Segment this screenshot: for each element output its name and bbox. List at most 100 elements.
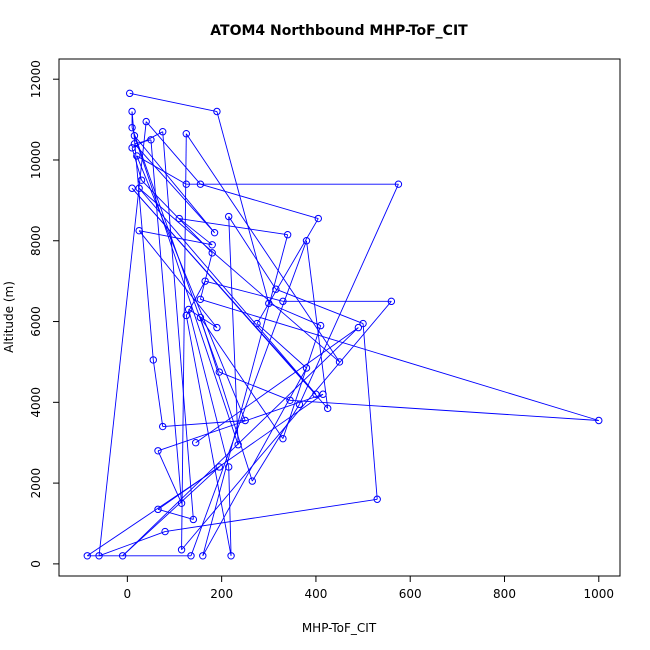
series-segment [181, 133, 187, 550]
data-point [225, 463, 233, 471]
series-segment [136, 155, 187, 185]
series-segment [200, 317, 284, 439]
data-point [187, 552, 195, 560]
data-point [302, 237, 311, 245]
series-segment [122, 466, 220, 557]
y-tick-label: 4000 [29, 387, 43, 418]
series-segment [228, 466, 232, 556]
series-segment [136, 155, 246, 421]
series-segment [185, 280, 206, 316]
data-point [147, 136, 155, 144]
data-point [225, 212, 233, 221]
data-point [387, 297, 396, 306]
data-point [130, 140, 139, 148]
data-point [283, 231, 292, 239]
data-point [177, 499, 186, 507]
data-point [182, 130, 190, 138]
series-segment [256, 323, 307, 369]
data-point [272, 285, 280, 293]
series-segment [138, 230, 218, 328]
x-tick-label: 600 [399, 587, 422, 601]
series-segment [122, 327, 359, 557]
series-segment [200, 298, 599, 421]
data-point [128, 123, 136, 132]
series-segment [131, 127, 220, 373]
y-tick-label: 0 [29, 560, 43, 568]
y-axis: 0 2000 4000 6000 8000 10000 12000 [29, 60, 59, 568]
data-point [248, 477, 256, 485]
data-point [192, 439, 200, 447]
series-segment [190, 240, 307, 556]
data-point [265, 299, 273, 308]
data-points [83, 89, 603, 560]
data-point [208, 249, 216, 257]
data-point [210, 228, 219, 237]
data-point [182, 311, 190, 320]
series-segment [138, 187, 317, 395]
data-point [118, 552, 127, 560]
data-point [279, 434, 287, 443]
x-tick-label: 400 [304, 587, 327, 601]
data-point [154, 505, 162, 514]
series-segment [228, 216, 239, 445]
series-segment [129, 92, 218, 112]
series-segment [134, 135, 215, 233]
y-tick-label: 2000 [29, 468, 43, 499]
data-point [161, 527, 169, 536]
series-segment [87, 466, 220, 557]
series-segment [157, 393, 324, 452]
data-point [279, 297, 287, 306]
series-segment [188, 309, 230, 468]
data-point [595, 416, 603, 425]
data-point [286, 396, 294, 404]
x-tick-label: 1000 [584, 587, 615, 601]
x-tick-label: 0 [124, 587, 132, 601]
series-segment [200, 183, 319, 219]
data-point [253, 319, 261, 328]
data-point [215, 368, 223, 376]
y-tick-label: 12000 [29, 60, 43, 98]
data-point [319, 390, 327, 398]
data-point [196, 313, 205, 322]
series-segment [138, 187, 340, 363]
series-segment [131, 187, 329, 409]
series-segment [200, 317, 253, 482]
data-point [359, 319, 367, 328]
data-point [126, 89, 134, 98]
y-axis-label: Altitude (m) [2, 281, 16, 353]
x-axis-label: MHP-ToF_CIT [302, 621, 377, 635]
series-segment [134, 143, 215, 233]
data-point [199, 552, 207, 560]
data-point [213, 107, 221, 116]
series-segment [202, 234, 289, 556]
series-segment [199, 252, 213, 300]
data-point [128, 184, 136, 192]
series-segment [181, 301, 392, 551]
y-tick-label: 10000 [29, 141, 43, 179]
data-point [227, 552, 235, 560]
series-segment [195, 327, 359, 444]
data-point [133, 152, 141, 160]
data-point [130, 132, 139, 140]
data-point [295, 400, 304, 409]
series-segment [157, 508, 194, 520]
x-tick-label: 800 [493, 587, 516, 601]
y-tick-label: 6000 [29, 306, 43, 337]
series-segment [165, 498, 378, 533]
data-point [135, 226, 143, 235]
data-point [196, 180, 205, 188]
series-segment [219, 371, 291, 401]
data-point [213, 323, 221, 332]
series-segment [162, 131, 194, 520]
data-point [154, 447, 162, 455]
data-point [354, 323, 363, 332]
series-segment [289, 399, 599, 421]
data-point [83, 552, 91, 560]
series-segment [299, 184, 399, 405]
data-point [196, 295, 205, 304]
data-point [159, 422, 167, 431]
data-point [234, 441, 242, 449]
series-path [87, 92, 599, 557]
data-point [302, 364, 311, 372]
